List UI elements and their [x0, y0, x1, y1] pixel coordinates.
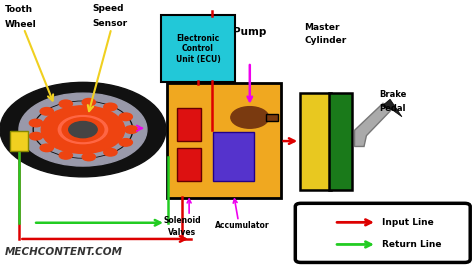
Text: MECHCONTENT.COM: MECHCONTENT.COM [5, 247, 123, 257]
Text: Master: Master [304, 23, 340, 32]
Circle shape [62, 118, 104, 141]
Circle shape [41, 106, 125, 153]
Text: Cylinder: Cylinder [304, 36, 346, 45]
FancyBboxPatch shape [161, 15, 235, 82]
Circle shape [119, 139, 132, 146]
Circle shape [104, 148, 117, 156]
Text: Solenoid: Solenoid [164, 216, 201, 225]
Text: Speed: Speed [92, 4, 124, 13]
Circle shape [59, 151, 73, 159]
Circle shape [35, 102, 131, 157]
Text: Accumulator: Accumulator [215, 221, 269, 230]
Circle shape [59, 100, 73, 108]
FancyBboxPatch shape [10, 131, 28, 151]
Circle shape [33, 101, 133, 158]
FancyBboxPatch shape [213, 132, 254, 181]
Circle shape [40, 144, 54, 152]
Circle shape [231, 107, 269, 128]
Text: Valves: Valves [168, 228, 196, 237]
Circle shape [19, 93, 147, 166]
Circle shape [104, 103, 117, 111]
Circle shape [125, 126, 138, 133]
Text: Electronic
Control
Unit (ECU): Electronic Control Unit (ECU) [175, 34, 220, 63]
Text: Tooth: Tooth [5, 5, 33, 14]
Circle shape [69, 122, 97, 138]
Text: Sensor: Sensor [92, 19, 128, 28]
Circle shape [119, 113, 132, 121]
Text: Brake: Brake [379, 90, 407, 99]
FancyBboxPatch shape [177, 148, 201, 181]
FancyBboxPatch shape [167, 83, 281, 198]
Circle shape [29, 119, 43, 127]
Circle shape [58, 116, 108, 144]
Circle shape [29, 132, 43, 140]
Text: Wheel: Wheel [5, 20, 36, 29]
Circle shape [40, 107, 54, 115]
Text: Pedal: Pedal [379, 104, 406, 113]
FancyBboxPatch shape [266, 114, 278, 121]
Polygon shape [355, 103, 392, 146]
FancyBboxPatch shape [329, 93, 352, 190]
Circle shape [82, 99, 95, 106]
Text: Input Line: Input Line [382, 218, 433, 227]
Text: Return Line: Return Line [382, 240, 441, 249]
Text: Pump: Pump [233, 27, 266, 37]
Circle shape [82, 153, 95, 161]
Polygon shape [382, 99, 402, 117]
FancyBboxPatch shape [177, 108, 201, 141]
Circle shape [0, 82, 166, 177]
FancyBboxPatch shape [300, 93, 331, 190]
FancyBboxPatch shape [295, 203, 470, 262]
